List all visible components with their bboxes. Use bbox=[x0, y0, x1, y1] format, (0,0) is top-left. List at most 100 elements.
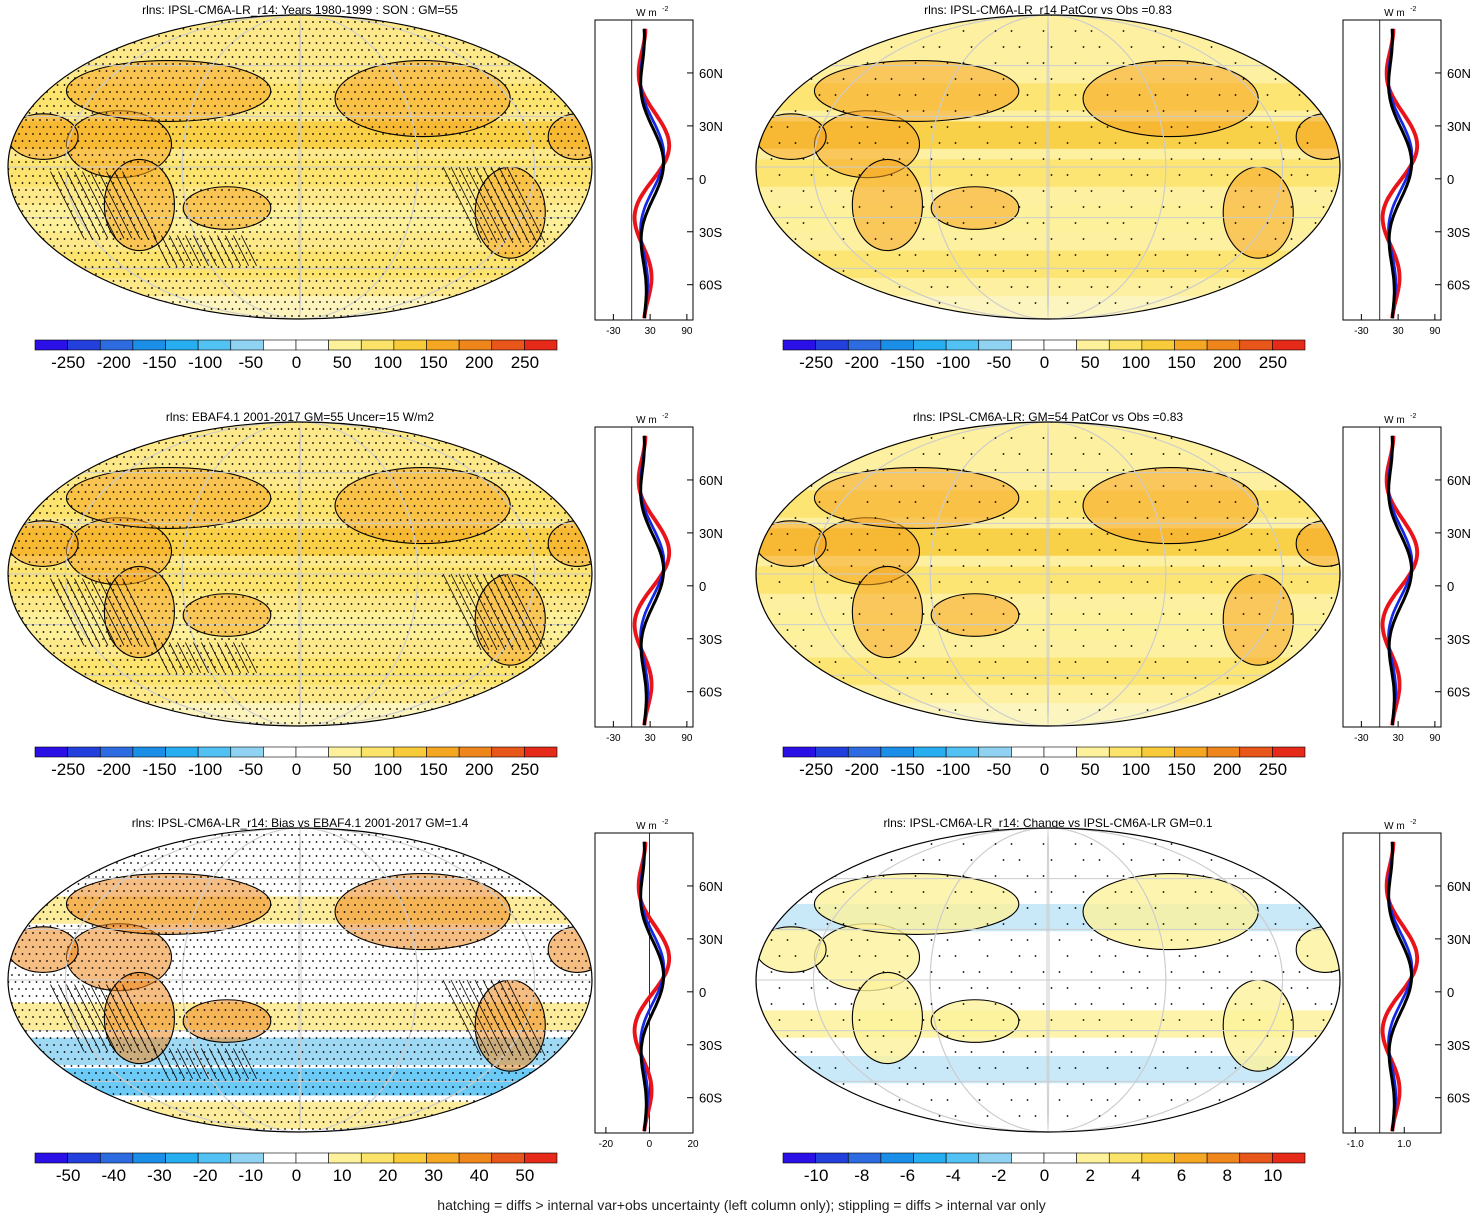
stipple-dot bbox=[130, 91, 132, 93]
stipple-dot bbox=[291, 161, 293, 163]
stipple-dot bbox=[585, 273, 587, 275]
stipple-dot bbox=[35, 70, 38, 72]
panel-3: rlns: EBAF4.1 2001-2017 GM=55 Uncer=15 W… bbox=[0, 407, 740, 802]
stipple-dot bbox=[1322, 110, 1325, 112]
stipple-dot bbox=[592, 315, 594, 317]
stipple-dot bbox=[119, 42, 122, 44]
stipple-dot bbox=[501, 231, 503, 233]
stipple-dot bbox=[14, 252, 17, 254]
stipple-dot bbox=[25, 203, 27, 205]
stipple-dot bbox=[858, 142, 861, 144]
stipple-dot bbox=[483, 56, 486, 58]
stipple-dot bbox=[326, 301, 328, 303]
stipple-dot bbox=[224, 435, 227, 437]
stipple-dot bbox=[105, 126, 108, 128]
stipple-dot bbox=[112, 210, 115, 212]
stipple-dot bbox=[375, 287, 377, 289]
stipple-dot bbox=[193, 49, 195, 51]
stipple-dot bbox=[252, 252, 255, 254]
stipple-dot bbox=[504, 140, 507, 142]
stipple-dot bbox=[1138, 286, 1141, 288]
stipple-dot bbox=[473, 273, 475, 275]
stipple-dot bbox=[42, 15, 45, 16]
stipple-dot bbox=[504, 224, 507, 226]
stipple-dot bbox=[504, 252, 507, 254]
stipple-dot bbox=[196, 463, 199, 465]
stipple-dot bbox=[168, 112, 171, 114]
stipple-dot bbox=[343, 28, 346, 30]
stipple-dot bbox=[291, 287, 293, 289]
stipple-dot bbox=[326, 63, 328, 65]
stipple-dot bbox=[368, 259, 370, 261]
stipple-dot bbox=[315, 98, 318, 100]
stipple-dot bbox=[343, 280, 346, 282]
stipple-dot bbox=[357, 266, 360, 268]
stipple-dot bbox=[74, 301, 76, 303]
stipple-dot bbox=[287, 266, 290, 268]
stipple-dot bbox=[1106, 94, 1109, 96]
stipple-dot bbox=[123, 21, 125, 23]
stipple-dot bbox=[938, 174, 941, 176]
stipple-dot bbox=[1242, 78, 1245, 80]
stipple-dot bbox=[441, 294, 444, 296]
stipple-dot bbox=[266, 84, 269, 86]
stipple-dot bbox=[504, 449, 507, 451]
stipple-dot bbox=[1234, 190, 1237, 192]
stipple-dot bbox=[557, 442, 559, 444]
stipple-dot bbox=[350, 210, 353, 212]
stipple-dot bbox=[406, 196, 409, 198]
stipple-dot bbox=[483, 70, 486, 72]
stipple-dot bbox=[11, 105, 13, 107]
stipple-dot bbox=[312, 203, 314, 205]
stipple-dot bbox=[410, 63, 412, 65]
stipple-dot bbox=[539, 70, 542, 72]
stipple-dot bbox=[14, 98, 17, 100]
stipple-dot bbox=[312, 442, 314, 444]
stipple-dot bbox=[81, 105, 83, 107]
stipple-dot bbox=[525, 422, 528, 423]
stipple-dot bbox=[319, 63, 321, 65]
stipple-dot bbox=[501, 63, 503, 65]
stipple-dot bbox=[567, 266, 570, 268]
stipple-dot bbox=[361, 456, 363, 458]
stipple-dot bbox=[462, 224, 465, 226]
stipple-dot bbox=[133, 56, 136, 58]
stipple-dot bbox=[553, 182, 556, 184]
stipple-dot bbox=[102, 456, 104, 458]
stipple-dot bbox=[469, 168, 472, 170]
stipple-dot bbox=[588, 98, 591, 100]
stipple-dot bbox=[1266, 94, 1269, 96]
stipple-dot bbox=[546, 435, 549, 437]
stipple-dot bbox=[553, 42, 556, 44]
stipple-dot bbox=[294, 126, 297, 128]
stipple-dot bbox=[536, 161, 538, 163]
stipple-dot bbox=[770, 30, 773, 32]
stipple-dot bbox=[56, 112, 59, 114]
stipple-dot bbox=[536, 217, 538, 219]
stipple-dot bbox=[336, 98, 339, 100]
stipple-dot bbox=[84, 84, 87, 86]
stipple-dot bbox=[588, 196, 591, 198]
stipple-dot bbox=[277, 161, 279, 163]
stipple-dot bbox=[109, 259, 111, 261]
stipple-dot bbox=[294, 140, 297, 142]
stipple-dot bbox=[525, 435, 528, 437]
stipple-dot bbox=[168, 210, 171, 212]
stipple-dot bbox=[305, 161, 307, 163]
stipple-dot bbox=[490, 196, 493, 198]
stipple-dot bbox=[581, 98, 584, 100]
stipple-dot bbox=[448, 224, 451, 226]
stipple-dot bbox=[543, 21, 545, 23]
stipple-dot bbox=[550, 175, 552, 177]
stipple-dot bbox=[119, 294, 122, 296]
stipple-dot bbox=[130, 315, 132, 317]
stipple-dot bbox=[235, 133, 237, 135]
stipple-dot bbox=[504, 238, 507, 240]
stipple-dot bbox=[340, 63, 342, 65]
stipple-dot bbox=[434, 252, 437, 254]
stipple-dot bbox=[466, 231, 468, 233]
stipple-dot bbox=[172, 147, 174, 149]
stipple-dot bbox=[67, 301, 69, 303]
map-region bbox=[548, 113, 592, 160]
stipple-dot bbox=[305, 315, 307, 317]
